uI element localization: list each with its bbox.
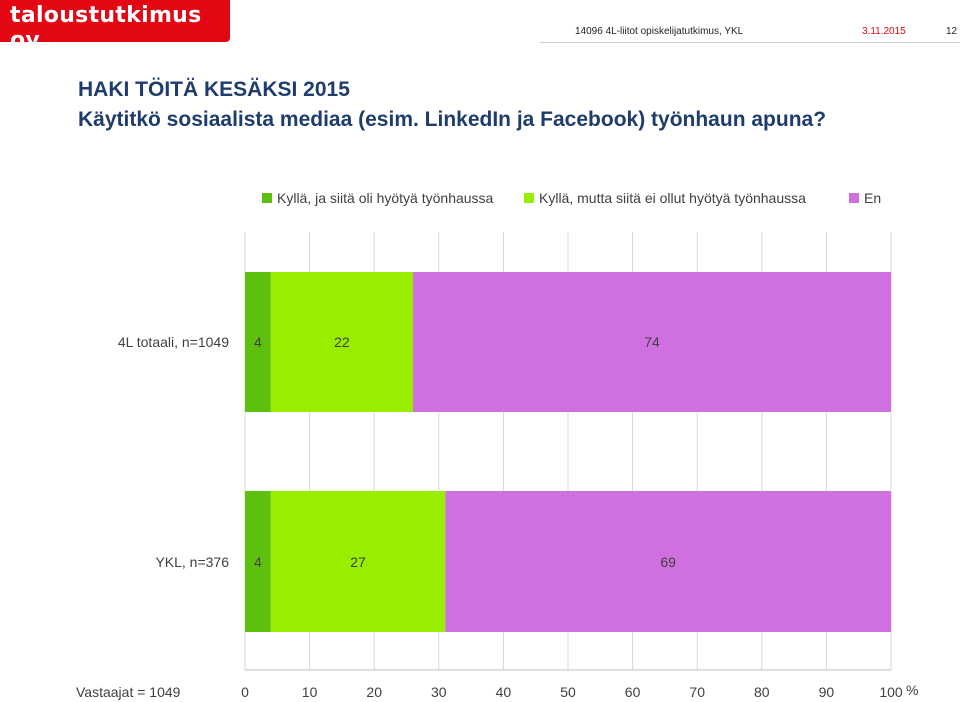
date-label: 3.11.2015 bbox=[862, 26, 906, 37]
project-label: 14096 4L-liitot opiskelijatutkimus, YKL bbox=[575, 26, 744, 37]
x-tick-label: 50 bbox=[560, 684, 576, 700]
page-subtitle: Käytitkö sosiaalista mediaa (esim. Linke… bbox=[78, 108, 827, 131]
legend-item-3: En bbox=[849, 190, 881, 206]
x-tick-label: 20 bbox=[366, 684, 382, 700]
legend-item-1: Kyllä, ja siitä oli hyötyä työnhaussa bbox=[262, 190, 493, 206]
x-unit-label: % bbox=[906, 682, 918, 698]
x-tick-label: 70 bbox=[689, 684, 705, 700]
page-number: 12 bbox=[946, 26, 958, 37]
category-label: YKL, n=376 bbox=[155, 554, 229, 570]
legend-label: Kyllä, mutta siitä ei ollut hyötyä työnh… bbox=[539, 190, 806, 206]
data-label: 4 bbox=[254, 554, 262, 570]
x-tick-label: 30 bbox=[431, 684, 447, 700]
respondents-footnote: Vastaajat = 1049 bbox=[76, 684, 181, 700]
legend-label: En bbox=[864, 190, 882, 206]
legend-item-2: Kyllä, mutta siitä ei ollut hyötyä työnh… bbox=[524, 190, 806, 206]
logo: taloustutkimus oy bbox=[0, 0, 230, 53]
bar-segment bbox=[270, 272, 413, 412]
legend-swatch bbox=[849, 193, 859, 203]
data-label: 22 bbox=[334, 334, 350, 350]
legend-swatch bbox=[262, 193, 272, 203]
x-tick-label: 60 bbox=[625, 684, 641, 700]
category-label: 4L totaali, n=1049 bbox=[118, 334, 229, 350]
bar-segment bbox=[245, 272, 271, 412]
bar-segment bbox=[445, 491, 891, 632]
logo-text: taloustutkimus oy bbox=[10, 3, 202, 53]
bar-segment bbox=[270, 491, 446, 632]
x-tick-label: 100 bbox=[879, 684, 903, 700]
page-title: HAKI TÖITÄ KESÄKSI 2015 bbox=[78, 78, 350, 101]
bar-segment bbox=[245, 491, 271, 632]
header-divider bbox=[540, 42, 960, 43]
x-tick-label: 40 bbox=[496, 684, 512, 700]
bar-segment bbox=[412, 272, 891, 412]
legend-label: Kyllä, ja siitä oli hyötyä työnhaussa bbox=[277, 190, 494, 206]
legend-swatch bbox=[524, 193, 534, 203]
data-label: 27 bbox=[350, 554, 366, 570]
x-tick-label: 80 bbox=[754, 684, 770, 700]
data-label: 74 bbox=[644, 334, 660, 350]
data-label: 69 bbox=[660, 554, 676, 570]
x-tick-label: 10 bbox=[302, 684, 318, 700]
x-tick-label: 90 bbox=[819, 684, 835, 700]
data-label: 4 bbox=[254, 334, 262, 350]
x-tick-label: 0 bbox=[241, 684, 249, 700]
